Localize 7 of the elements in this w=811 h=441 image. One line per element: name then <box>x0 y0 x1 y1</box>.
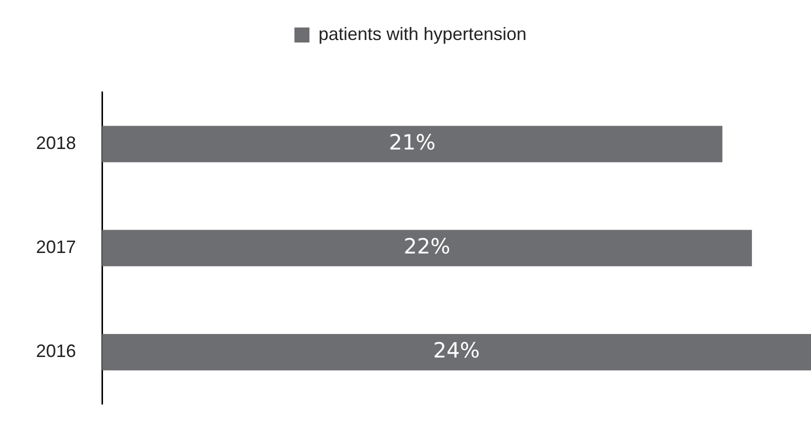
data-label: 21% <box>388 130 436 154</box>
data-label: 24% <box>433 338 480 363</box>
y-tick-label: 2017 <box>36 237 76 258</box>
legend-label: patients with hypertension <box>318 24 527 44</box>
y-tick-label: 2016 <box>36 341 76 362</box>
y-tick-label: 2018 <box>36 133 76 153</box>
data-label: 22% <box>404 234 450 259</box>
